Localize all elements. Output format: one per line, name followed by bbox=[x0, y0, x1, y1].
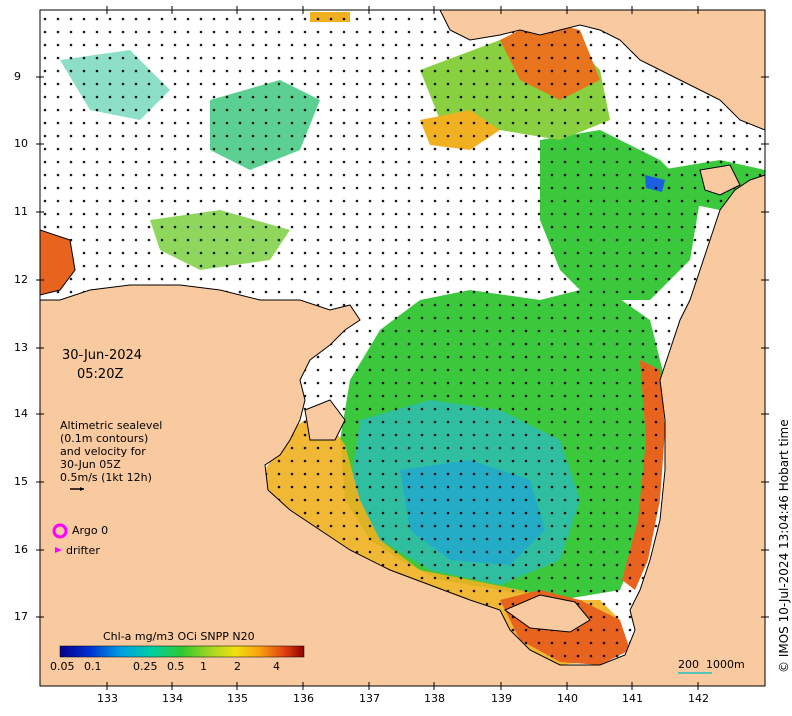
lon-label-135: 135 bbox=[227, 692, 248, 705]
lon-label-138: 138 bbox=[424, 692, 445, 705]
lon-label-140: 140 bbox=[557, 692, 578, 705]
map-area bbox=[40, 10, 765, 686]
depth-legend-1000: 1000m bbox=[706, 658, 745, 671]
lat-label-9: 9 bbox=[14, 70, 21, 83]
legend-line-3: and velocity for bbox=[60, 445, 146, 458]
colorbar-tick-label: 4 bbox=[273, 660, 280, 673]
colorbar-title: Chl-a mg/m3 OCi SNPP N20 bbox=[103, 630, 255, 643]
colorbar-tick-label: 1 bbox=[200, 660, 207, 673]
drifter-marker bbox=[55, 547, 62, 553]
map-time: 05:20Z bbox=[77, 367, 124, 382]
argo-label: Argo 0 bbox=[72, 524, 109, 537]
lat-label-15: 15 bbox=[14, 475, 28, 488]
y-axis-ticks bbox=[36, 76, 769, 618]
argo-marker bbox=[52, 523, 68, 539]
lon-label-134: 134 bbox=[162, 692, 183, 705]
x-axis-ticks bbox=[106, 6, 699, 690]
legend-line-2: (0.1m contours) bbox=[60, 432, 149, 445]
legend-line-4: 30-Jun 05Z bbox=[60, 458, 121, 471]
land-northern-territory bbox=[40, 174, 765, 686]
colorbar bbox=[59, 645, 305, 658]
colorbar-tick-label: 0.5 bbox=[167, 660, 185, 673]
lat-label-11: 11 bbox=[14, 205, 28, 218]
colorbar-tick-label: 0.1 bbox=[84, 660, 102, 673]
lat-label-12: 12 bbox=[14, 273, 28, 286]
legend-line-1: Altimetric sealevel bbox=[60, 419, 163, 432]
lat-label-17: 17 bbox=[14, 610, 28, 623]
lon-label-141: 141 bbox=[622, 692, 643, 705]
colorbar-tick-label: 0.05 bbox=[50, 660, 75, 673]
drifter-label: drifter bbox=[66, 544, 100, 557]
imos-credit: © IMOS 10-Jul-2024 13:04:46 Hobart time bbox=[777, 419, 791, 673]
land-new-guinea bbox=[439, 10, 765, 131]
colorbar-tick-label: 0.25 bbox=[133, 660, 158, 673]
colorbar-tick-label: 2 bbox=[234, 660, 241, 673]
lat-label-14: 14 bbox=[14, 407, 28, 420]
lat-label-16: 16 bbox=[14, 543, 28, 556]
map-date: 30-Jun-2024 bbox=[62, 348, 143, 363]
land-groote-eylandt bbox=[304, 399, 346, 441]
lon-label-139: 139 bbox=[491, 692, 512, 705]
land-torres-islands bbox=[699, 164, 741, 196]
lon-label-133: 133 bbox=[97, 692, 118, 705]
legend-line-5: 0.5m/s (1kt 12h) bbox=[60, 471, 152, 484]
lon-label-136: 136 bbox=[293, 692, 314, 705]
land-tiwi-islands bbox=[40, 229, 76, 296]
lat-label-13: 13 bbox=[14, 341, 28, 354]
lon-label-137: 137 bbox=[359, 692, 380, 705]
lon-label-142: 142 bbox=[688, 692, 709, 705]
land-mornington-island bbox=[503, 594, 591, 633]
lat-label-10: 10 bbox=[14, 137, 28, 150]
depth-legend-200: 200 bbox=[678, 658, 699, 671]
